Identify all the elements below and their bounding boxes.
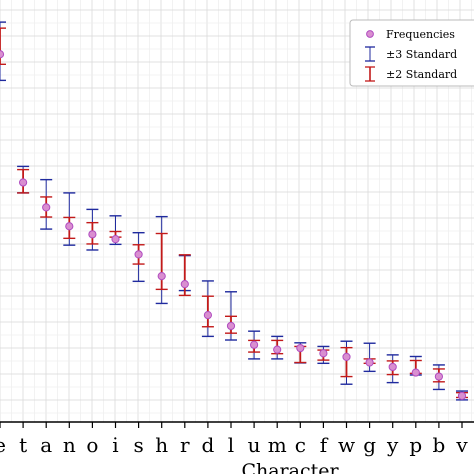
frequency-point: [296, 343, 305, 353]
x-tick-label: y: [386, 433, 399, 457]
frequency-point: [434, 372, 443, 381]
frequency-point: [250, 340, 259, 349]
frequency-point: [457, 391, 467, 400]
x-tick-label: l: [228, 433, 234, 457]
frequency-point: [365, 358, 374, 367]
x-tick-label: h: [155, 433, 168, 457]
frequency-point: [226, 321, 236, 331]
legend-label: ±2 Standard: [386, 68, 457, 81]
x-ticks: etanoishrdlumcfwgypbv: [0, 422, 468, 457]
frequency-point: [157, 272, 166, 281]
x-tick-label: o: [86, 433, 98, 457]
frequency-point: [0, 50, 5, 59]
legend: Frequencies ±3 Standard ±2 Standard: [349, 19, 474, 87]
ci2-errorbar: [0, 27, 6, 66]
x-tick-label: m: [268, 433, 287, 457]
x-tick-label: t: [19, 433, 27, 457]
x-tick-label: b: [432, 433, 445, 457]
ci2-errorbar: [340, 346, 353, 378]
legend-box: [349, 19, 474, 87]
frequency-point: [134, 250, 143, 259]
x-tick-label: v: [455, 433, 468, 457]
frequency-point: [319, 349, 328, 358]
x-tick-label: r: [180, 433, 190, 457]
frequency-point: [65, 222, 74, 231]
frequency-point: [19, 178, 28, 187]
legend-label: ±3 Standard: [386, 48, 457, 61]
frequency-point: [342, 352, 351, 361]
x-tick-label: a: [40, 433, 52, 457]
ci3-errorbar: [363, 342, 376, 373]
x-tick-label: u: [248, 433, 261, 457]
legend-label: Frequencies: [386, 28, 455, 41]
x-tick-label: c: [295, 433, 306, 457]
ci3-errorbar: [0, 21, 6, 82]
frequency-point: [388, 362, 397, 372]
frequency-point: [273, 345, 282, 354]
legend-marker-circle: [366, 30, 374, 38]
x-tick-label: p: [409, 433, 422, 457]
x-tick-label: f: [320, 433, 329, 457]
frequency-point: [42, 203, 51, 212]
ci2-errorbar: [178, 254, 191, 297]
x-tick-label: i: [112, 433, 118, 457]
frequency-point: [411, 368, 420, 377]
x-tick-label: e: [0, 433, 6, 457]
x-tick-label: s: [133, 433, 143, 457]
series: [0, 21, 468, 401]
x-axis-label: Character: [241, 460, 339, 474]
x-tick-label: w: [338, 433, 355, 457]
ci2-errorbar: [155, 232, 168, 291]
x-tick-label: d: [201, 433, 214, 457]
x-tick-label: g: [363, 433, 376, 457]
x-tick-label: n: [63, 433, 76, 457]
frequency-point: [111, 235, 120, 244]
frequency-point: [203, 310, 212, 320]
frequency-point: [180, 280, 189, 289]
frequency-point: [88, 230, 97, 239]
